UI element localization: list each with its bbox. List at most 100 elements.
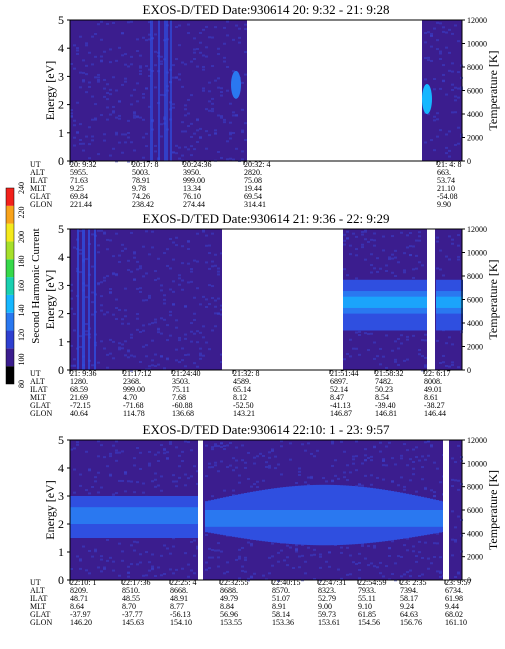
colorbar-swatch <box>6 259 14 278</box>
noise-pixel <box>451 70 454 73</box>
emission-band-peak <box>358 296 361 308</box>
noise-pixel <box>178 24 181 27</box>
noise-pixel <box>424 541 427 544</box>
noise-pixel <box>148 253 151 256</box>
emission-band-core <box>358 510 361 527</box>
noise-pixel <box>370 455 373 458</box>
noise-pixel <box>190 475 193 478</box>
noise-pixel <box>112 76 115 79</box>
noise-pixel <box>181 460 184 463</box>
noise-pixel <box>271 448 274 451</box>
noise-pixel <box>412 550 415 553</box>
noise-pixel <box>169 288 172 291</box>
noise-pixel <box>118 346 121 349</box>
noise-pixel <box>223 448 226 451</box>
noise-pixel <box>85 44 88 47</box>
noise-pixel <box>427 113 430 116</box>
emission-band-peak <box>397 296 400 308</box>
noise-pixel <box>193 48 196 51</box>
noise-pixel <box>142 118 145 121</box>
noise-pixel <box>208 284 211 287</box>
noise-pixel <box>376 257 379 260</box>
noise-pixel <box>187 563 190 566</box>
table-cell: 69.84 <box>70 192 88 201</box>
noise-pixel <box>442 361 445 364</box>
noise-pixel <box>382 478 385 481</box>
noise-pixel <box>370 332 373 335</box>
noise-pixel <box>118 114 121 117</box>
y-right-tick-label: 0 <box>467 576 471 585</box>
noise-pixel <box>424 78 427 81</box>
noise-pixel <box>82 80 85 83</box>
noise-pixel <box>262 454 265 457</box>
noise-pixel <box>193 539 196 542</box>
noise-pixel <box>130 544 133 547</box>
noise-pixel <box>391 253 394 256</box>
y-right-tick-label: 10000 <box>467 40 487 49</box>
noise-pixel <box>217 470 220 473</box>
y-right-axis-label: Temperature [K] <box>486 50 500 130</box>
emission-band-peak <box>421 296 424 308</box>
noise-pixel <box>304 560 307 563</box>
noise-pixel <box>433 494 436 497</box>
noise-pixel <box>124 309 127 312</box>
noise-pixel <box>157 566 160 569</box>
noise-pixel <box>76 131 79 134</box>
noise-pixel <box>172 545 175 548</box>
emission-band-core <box>91 507 94 524</box>
noise-pixel <box>391 480 394 483</box>
y-tick-label: 0 <box>58 573 64 587</box>
emission-band-core <box>295 510 298 527</box>
noise-pixel <box>163 449 166 452</box>
noise-pixel <box>199 303 202 306</box>
emission-band-core <box>394 510 397 527</box>
noise-pixel <box>361 243 364 246</box>
noise-pixel <box>199 32 202 35</box>
noise-pixel <box>88 492 91 495</box>
noise-pixel <box>193 572 196 575</box>
noise-pixel <box>133 540 136 543</box>
noise-pixel <box>109 113 112 116</box>
noise-pixel <box>217 565 220 568</box>
noise-pixel <box>388 546 391 549</box>
noise-pixel <box>73 329 76 332</box>
table-cell: 8.77 <box>170 602 184 611</box>
noise-pixel <box>181 121 184 124</box>
noise-pixel <box>115 89 118 92</box>
table-cell: -71.68 <box>123 401 144 410</box>
y-tick-label: 1 <box>58 126 64 140</box>
noise-pixel <box>172 303 175 306</box>
y-right-tick-label: 8000 <box>467 483 483 492</box>
noise-pixel <box>205 147 208 150</box>
noise-pixel <box>349 244 352 247</box>
noise-pixel <box>400 231 403 234</box>
noise-pixel <box>223 444 226 447</box>
noise-pixel <box>127 356 130 359</box>
table-cell: 50.23 <box>375 385 393 394</box>
emission-band-core <box>253 510 256 527</box>
noise-pixel <box>97 491 100 494</box>
noise-pixel <box>361 462 364 465</box>
noise-pixel <box>391 235 394 238</box>
noise-pixel <box>382 464 385 467</box>
noise-pixel <box>244 138 247 141</box>
noise-pixel <box>388 258 391 261</box>
table-cell: 59.73 <box>318 610 336 619</box>
noise-pixel <box>139 66 142 69</box>
noise-pixel <box>178 274 181 277</box>
row-label: GLAT <box>30 192 51 201</box>
noise-pixel <box>136 541 139 544</box>
table-cell: 154.10 <box>170 618 192 627</box>
emission-band-core <box>232 510 235 527</box>
noise-pixel <box>97 229 100 232</box>
noise-pixel <box>70 448 73 451</box>
noise-pixel <box>175 326 178 329</box>
noise-pixel <box>238 27 241 30</box>
noise-pixel <box>70 289 73 292</box>
chart-title: EXOS-D/TED Date:930614 21: 9:36 - 22: 9:… <box>143 211 390 226</box>
y-tick-label: 3 <box>58 489 64 503</box>
noise-pixel <box>346 464 349 467</box>
noise-pixel <box>187 353 190 356</box>
emission-band-peak <box>415 296 418 308</box>
